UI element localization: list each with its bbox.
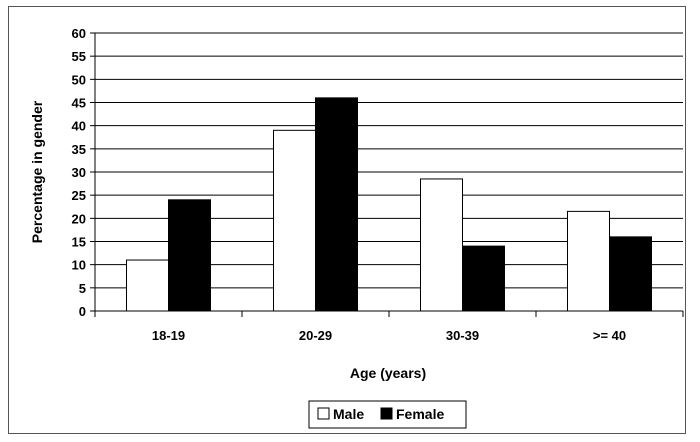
bar-female (462, 245, 505, 312)
bar-male (420, 178, 463, 312)
legend-swatch-male (317, 407, 330, 420)
bars (126, 97, 652, 312)
y-axis-title: Percentage in gender (29, 100, 45, 243)
x-axis-ticks: 18-19 20-29 30-39 >= 40 (94, 311, 684, 343)
x-axis-title: Age (years) (350, 365, 426, 381)
y-tick-label: 20 (72, 211, 86, 226)
y-tick-label: 15 (72, 235, 86, 250)
legend-label-female: Female (396, 406, 444, 422)
bar-male (567, 210, 610, 312)
y-tick-label: 30 (72, 165, 86, 180)
x-tick-label: 30-39 (446, 328, 479, 343)
y-tick-label: 35 (72, 142, 86, 157)
legend: Male Female (308, 400, 467, 429)
legend-label-male: Male (333, 406, 364, 422)
bar-female (315, 97, 358, 312)
y-tick-label: 45 (72, 96, 86, 111)
y-tick-label: 40 (72, 119, 86, 134)
y-tick-label: 0 (79, 304, 86, 319)
y-tick-label: 25 (72, 188, 86, 203)
bar-female (168, 199, 211, 312)
bar-male (126, 259, 169, 312)
x-tick-label: 20-29 (299, 328, 332, 343)
x-tick-label: >= 40 (593, 328, 626, 343)
y-tick-label: 10 (72, 258, 86, 273)
y-axis-ticks: 0 5 10 15 20 25 30 35 40 45 50 55 60 (72, 26, 95, 319)
x-tick-label: 18-19 (152, 328, 185, 343)
bar-female (609, 236, 652, 312)
legend-swatch-female (380, 407, 393, 420)
y-tick-label: 60 (72, 26, 86, 41)
y-tick-label: 50 (72, 72, 86, 87)
y-tick-label: 5 (79, 281, 86, 296)
y-tick-label: 55 (72, 49, 86, 64)
bar-male (273, 129, 316, 312)
